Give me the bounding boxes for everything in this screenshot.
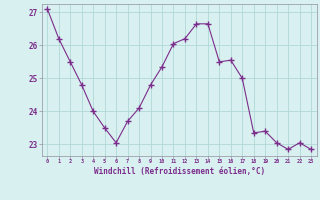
X-axis label: Windchill (Refroidissement éolien,°C): Windchill (Refroidissement éolien,°C)	[94, 167, 265, 176]
